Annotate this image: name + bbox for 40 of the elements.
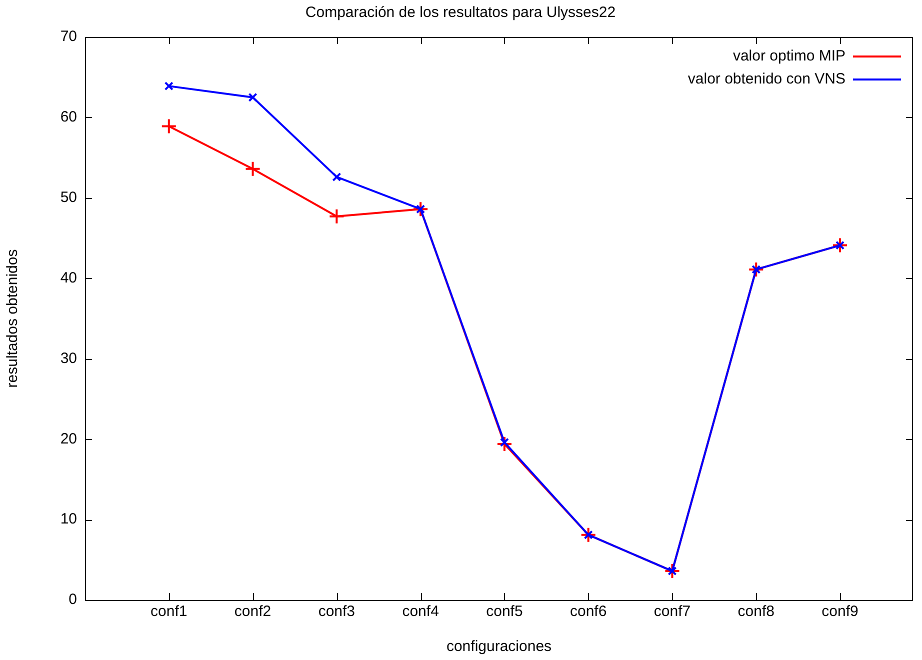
point bbox=[748, 261, 764, 278]
legend-label: valor obtenido con VNS bbox=[688, 70, 846, 88]
point bbox=[244, 160, 261, 177]
y-axis-title: resultados obtenidos bbox=[4, 249, 22, 388]
y-tick-label: 40 bbox=[60, 269, 77, 286]
point bbox=[412, 201, 429, 218]
x-tick-label: conf8 bbox=[738, 603, 774, 620]
point bbox=[500, 438, 509, 447]
chart-title: Comparación de los resultatos para Ulysses22 bbox=[305, 4, 616, 22]
point bbox=[328, 208, 345, 224]
x-tick-label: conf1 bbox=[150, 603, 188, 620]
y-tick-label: 20 bbox=[60, 430, 77, 448]
x-tick-label: conf9 bbox=[822, 603, 858, 620]
y-tick-label: 10 bbox=[60, 510, 77, 528]
point bbox=[332, 172, 342, 182]
y-tick-label: 60 bbox=[60, 108, 77, 126]
x-tick-label: conf3 bbox=[318, 603, 356, 620]
y-tick-label: 70 bbox=[60, 28, 77, 46]
point bbox=[496, 436, 512, 452]
y-tick-label: 50 bbox=[60, 189, 77, 206]
x-tick-label: conf4 bbox=[402, 603, 439, 620]
legend-label: valor optimo MIP bbox=[732, 48, 846, 65]
point bbox=[664, 563, 680, 580]
point bbox=[752, 264, 761, 274]
point bbox=[584, 530, 593, 540]
point bbox=[832, 237, 848, 254]
x-tick-label: conf7 bbox=[654, 603, 691, 620]
point bbox=[416, 204, 426, 214]
x-tick-label: conf6 bbox=[570, 603, 607, 620]
point bbox=[835, 240, 845, 250]
point bbox=[668, 566, 677, 576]
x-axis-title: configuraciones bbox=[446, 638, 552, 656]
point bbox=[164, 82, 174, 91]
point bbox=[160, 118, 177, 134]
point bbox=[580, 526, 596, 543]
y-tick-label: 30 bbox=[60, 350, 77, 367]
x-tick-label: conf5 bbox=[486, 603, 523, 620]
point bbox=[248, 92, 258, 102]
y-tick-label: 0 bbox=[68, 591, 77, 608]
x-tick-label: conf2 bbox=[234, 603, 272, 620]
